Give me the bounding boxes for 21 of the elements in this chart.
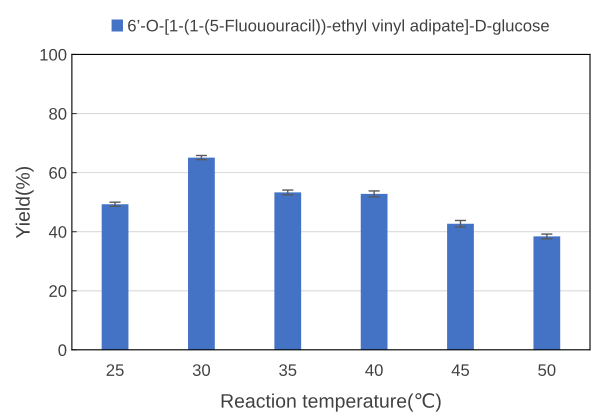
bar	[447, 224, 474, 350]
bar	[360, 194, 388, 350]
y-tick-label: 60	[49, 167, 66, 179]
x-tick-label: 45	[452, 364, 470, 376]
y-tick-label: 20	[49, 285, 66, 297]
x-tick-label: 30	[192, 364, 210, 376]
x-tick-label: 50	[538, 364, 556, 376]
x-tick-label: 40	[365, 364, 383, 376]
legend-label: 6’-O-[1-(1-(5-Fluououracil))-ethyl vinyl adipate]-D-glucose	[128, 19, 549, 35]
x-tick-label: 35	[279, 364, 296, 376]
bar	[102, 204, 128, 350]
bar	[533, 236, 560, 350]
x-axis-title: Reaction temperature(℃)	[222, 393, 441, 412]
bar	[188, 158, 215, 350]
bar	[274, 192, 302, 350]
x-tick-label: 25	[106, 364, 124, 376]
y-tick-label: 100	[40, 48, 66, 61]
y-tick-label: 80	[49, 108, 66, 120]
y-tick-label: 0	[58, 344, 66, 356]
y-axis-title: Yield(%)	[16, 167, 34, 238]
y-tick-label: 40	[48, 226, 66, 238]
